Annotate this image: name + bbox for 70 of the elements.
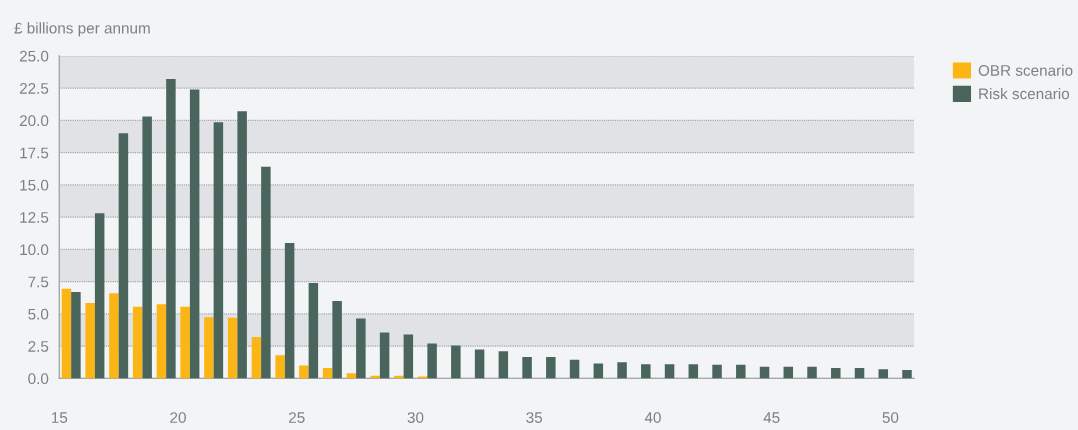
bar <box>118 133 129 379</box>
bar <box>403 334 414 379</box>
bar <box>85 302 95 379</box>
bar <box>299 365 309 379</box>
y-tick-label: 2.5 <box>28 341 49 352</box>
bar <box>109 293 119 379</box>
y-tick-label: 7.5 <box>28 276 49 288</box>
y-tick-label: 5.0 <box>28 308 49 320</box>
bar <box>346 373 357 379</box>
bar <box>237 111 247 379</box>
bar <box>736 364 746 379</box>
y-tick-label: 12.5 <box>20 212 49 223</box>
x-tick-label: 30 <box>407 412 424 423</box>
bar <box>712 364 722 379</box>
bar <box>474 349 485 379</box>
bar <box>522 357 532 379</box>
bar <box>61 288 72 379</box>
bar <box>227 317 238 379</box>
x-tick-label: 20 <box>170 412 186 423</box>
bar <box>854 368 865 379</box>
bar <box>356 318 366 379</box>
x-tick-label: 45 <box>763 412 780 423</box>
bar <box>759 366 770 379</box>
bar <box>261 166 271 379</box>
bar <box>204 317 214 379</box>
x-tick-label: 15 <box>51 412 68 423</box>
bar <box>94 213 105 379</box>
bar <box>322 368 333 379</box>
bar <box>807 366 817 379</box>
bar <box>308 282 319 379</box>
bar <box>132 306 143 379</box>
bar <box>641 364 651 379</box>
bar <box>617 362 627 379</box>
y-tick-label: 17.5 <box>20 147 49 159</box>
bar <box>878 369 889 379</box>
bar <box>569 359 580 379</box>
bar <box>688 364 699 379</box>
legend-label: OBR scenario <box>978 64 1073 76</box>
y-tick-label: 10.0 <box>20 244 49 256</box>
x-tick-label: 50 <box>882 412 899 423</box>
bar <box>332 301 342 379</box>
y-tick-label: 0.0 <box>28 373 49 385</box>
y-tick-label: 25.0 <box>19 50 49 62</box>
x-tick-label: 35 <box>526 412 543 423</box>
legend-label: Risk scenario <box>979 87 1070 100</box>
x-tick-label: 40 <box>644 412 661 423</box>
bar <box>427 343 437 379</box>
bar <box>902 370 912 379</box>
bar <box>213 122 224 379</box>
bar <box>189 89 200 379</box>
y-tick-label: 15.0 <box>20 179 49 191</box>
bar <box>284 242 295 379</box>
bar <box>142 116 152 379</box>
bar <box>71 291 81 379</box>
bar <box>546 357 556 379</box>
y-axis-title: £ billions per annum <box>14 22 150 37</box>
y-tick-label: 22.5 <box>19 83 49 94</box>
bar <box>783 366 794 379</box>
y-tick-label: 20.0 <box>19 115 49 127</box>
bar <box>166 79 176 379</box>
bar <box>251 337 262 379</box>
bar <box>831 368 841 379</box>
bar <box>498 351 509 379</box>
bar <box>275 355 285 379</box>
bar <box>379 332 390 379</box>
x-tick-label: 25 <box>289 412 305 423</box>
bar <box>664 364 675 379</box>
bar <box>451 345 461 379</box>
bar <box>180 306 190 379</box>
bar <box>156 304 167 379</box>
